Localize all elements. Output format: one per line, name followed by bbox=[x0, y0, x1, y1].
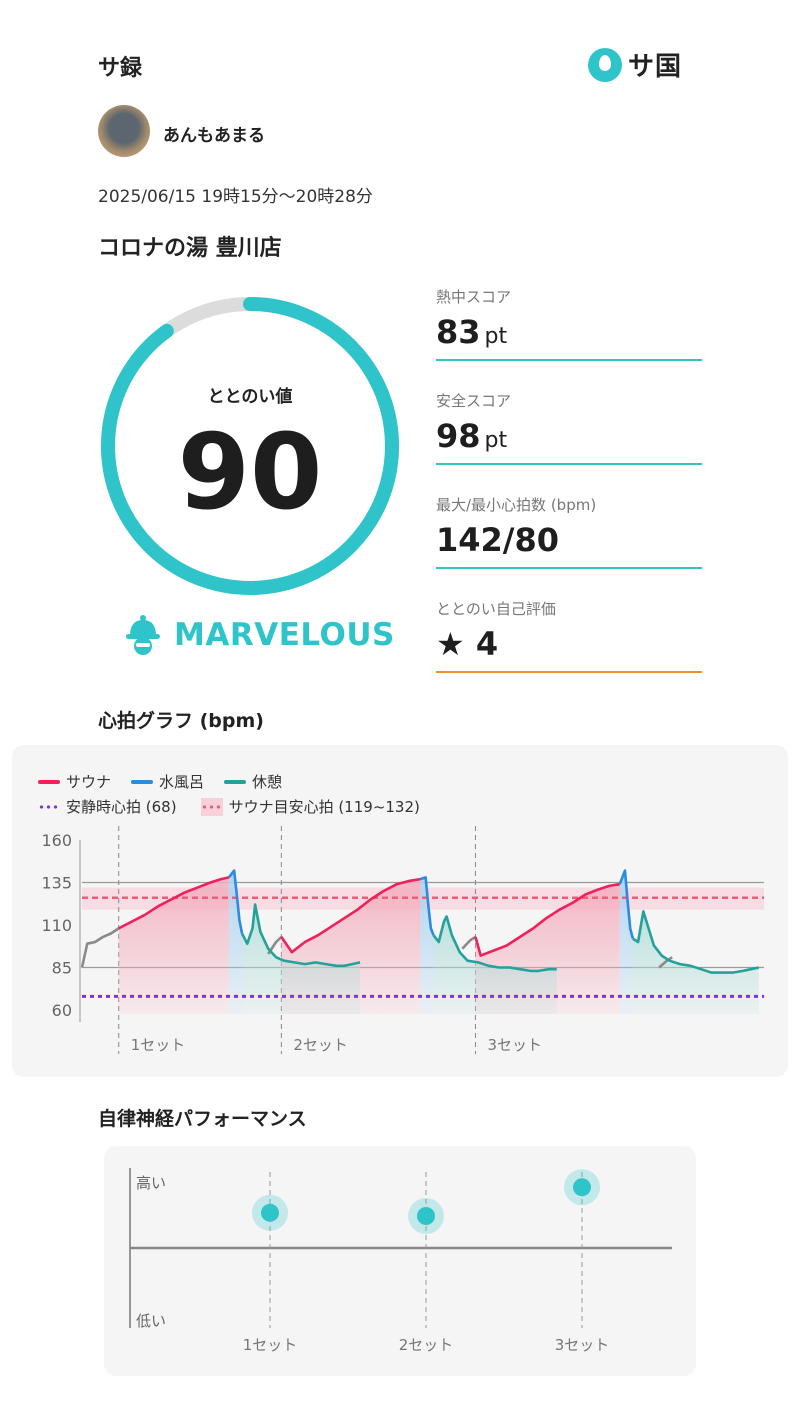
legend-sauna: サウナ bbox=[66, 773, 112, 791]
divider bbox=[436, 671, 702, 673]
hr-line-水風呂 bbox=[618, 869, 635, 939]
sauna-legend-swatch bbox=[38, 779, 60, 784]
hr-area-休憩 bbox=[632, 911, 759, 1014]
ans-set-label: 2セット bbox=[399, 1336, 454, 1354]
hr-line-休憩 bbox=[632, 910, 760, 974]
logo-text: サ国 bbox=[628, 52, 683, 82]
hr-line-サウナ bbox=[280, 877, 421, 954]
grade-text: MARVELOUS bbox=[174, 617, 395, 653]
hr-area-休憩 bbox=[433, 916, 557, 1014]
ans-point bbox=[573, 1178, 591, 1197]
y-tick-label: 85 bbox=[52, 959, 72, 978]
stat-self-rating: ととのい自己評価 ★ 4 bbox=[436, 598, 702, 673]
facility-name[interactable]: コロナの湯 豊川店 bbox=[98, 236, 282, 261]
divider bbox=[436, 359, 702, 361]
hr-line-水風呂 bbox=[419, 876, 435, 936]
y-tick-label: 110 bbox=[41, 916, 72, 935]
hr-area-水風呂 bbox=[619, 870, 633, 1014]
stat-heart-rate: 最大/最小心拍数 (bpm) 142/80 bbox=[436, 494, 702, 569]
hr-area-サウナ bbox=[118, 877, 229, 1014]
legend-target-hr: サウナ目安心拍 (119~132) bbox=[228, 798, 420, 816]
hr-area-水風呂 bbox=[420, 877, 434, 1014]
water-drop-icon bbox=[588, 47, 622, 82]
resting-legend-swatch bbox=[38, 804, 60, 809]
stat-value: 98 pt bbox=[436, 417, 508, 455]
hr-line-other bbox=[658, 956, 673, 969]
y-tick-label: 135 bbox=[41, 874, 72, 893]
ans-set-label: 3セット bbox=[555, 1336, 610, 1354]
stat-safety-score: 安全スコア 98 pt bbox=[436, 390, 702, 465]
app-logo[interactable]: サ国 bbox=[588, 46, 682, 83]
hr-area-水風呂 bbox=[228, 870, 243, 1014]
ans-low-label: 低い bbox=[136, 1312, 166, 1330]
page-title: サ録 bbox=[98, 56, 143, 81]
legend-rest: 休憩 bbox=[252, 773, 283, 791]
session-datetime: 2025/06/15 19時15分〜20時28分 bbox=[98, 187, 373, 207]
ans-high-label: 高い bbox=[136, 1174, 166, 1192]
stat-label: ととのい自己評価 bbox=[436, 600, 556, 618]
set-label: 3セット bbox=[487, 1036, 542, 1054]
sauna-hat-icon bbox=[126, 615, 160, 655]
hr-line-休憩 bbox=[240, 903, 361, 968]
hr-area-休憩 bbox=[242, 904, 361, 1014]
stat-heat-score: 熱中スコア 83 pt bbox=[436, 286, 702, 361]
y-tick-label: 160 bbox=[41, 831, 72, 850]
hr-line-サウナ bbox=[118, 876, 230, 930]
hr-line-水風呂 bbox=[227, 869, 244, 934]
stat-value: ★ 4 bbox=[436, 625, 499, 663]
stat-label: 熱中スコア bbox=[436, 288, 512, 306]
rest-legend-swatch bbox=[224, 779, 247, 784]
gauge-label: ととのい値 bbox=[207, 387, 293, 407]
set-label: 2セット bbox=[293, 1036, 348, 1054]
ans-point bbox=[261, 1203, 279, 1222]
totonoi-gauge bbox=[101, 297, 399, 595]
y-tick-label: 60 bbox=[52, 1001, 72, 1020]
set-label: 1セット bbox=[131, 1036, 186, 1054]
heart-rate-title: 心拍グラフ (bpm) bbox=[98, 710, 264, 732]
avatar[interactable] bbox=[98, 105, 150, 157]
divider bbox=[436, 463, 702, 465]
user-name[interactable]: あんもあまる bbox=[163, 126, 265, 146]
stat-label: 最大/最小心拍数 (bpm) bbox=[436, 496, 597, 514]
ans-point bbox=[417, 1207, 435, 1225]
grade-badge: MARVELOUS bbox=[124, 614, 395, 656]
stat-value: 83 pt bbox=[436, 313, 508, 351]
hr-line-other bbox=[461, 935, 477, 950]
legend-resting-hr: 安静時心拍 (68) bbox=[66, 798, 177, 816]
legend-row-2: 安静時心拍 (68) サウナ目安心拍 (119~132) bbox=[38, 796, 420, 817]
gauge-fill bbox=[101, 297, 399, 595]
gauge-value: 90 bbox=[177, 411, 323, 533]
hr-line-サウナ bbox=[474, 882, 620, 957]
ans-card bbox=[104, 1146, 696, 1376]
legend-row-1: サウナ 水風呂 休憩 bbox=[38, 771, 282, 792]
hr-line-other bbox=[80, 927, 120, 968]
divider bbox=[436, 567, 702, 569]
stat-label: 安全スコア bbox=[436, 392, 512, 410]
ans-title: 自律神経パフォーマンス bbox=[98, 1108, 307, 1130]
stat-value: 142/80 bbox=[436, 521, 560, 559]
hr-line-休憩 bbox=[432, 915, 557, 973]
legend-cold-bath: 水風呂 bbox=[159, 773, 205, 791]
cold-bath-legend-swatch bbox=[131, 779, 154, 784]
heart-rate-chart: 60 85 110 135 160 1セット 2セット 3セット bbox=[41, 826, 764, 1054]
ans-set-label: 1セット bbox=[243, 1336, 298, 1354]
target-legend-swatch bbox=[200, 797, 223, 816]
